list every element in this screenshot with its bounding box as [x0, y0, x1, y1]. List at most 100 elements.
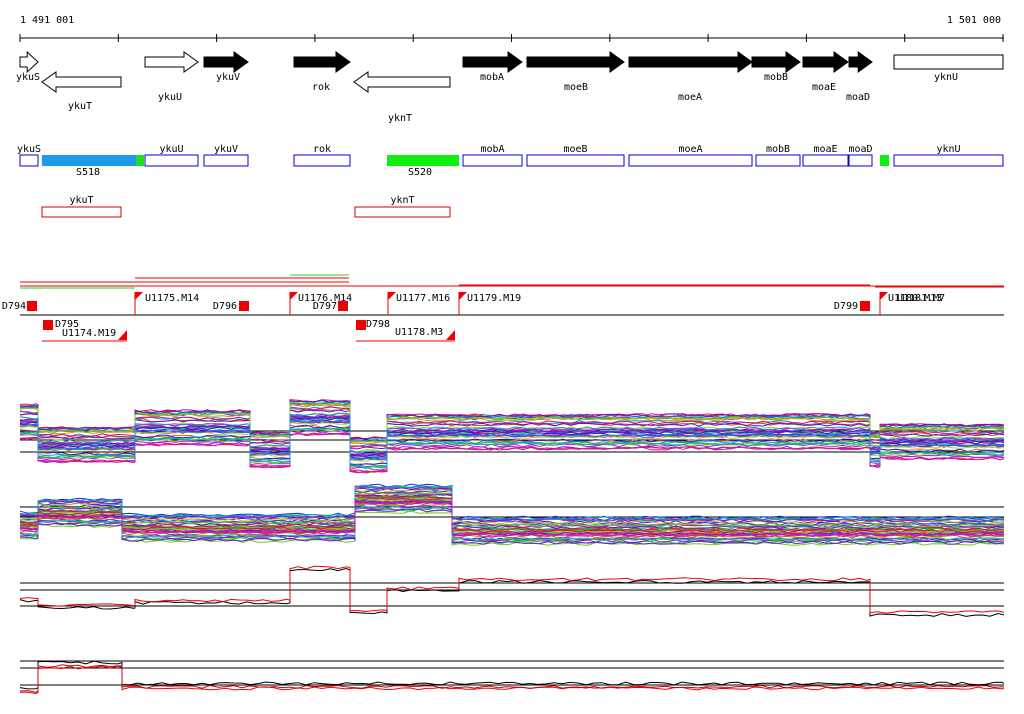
gene-box [848, 154, 873, 167]
expression-line [19, 505, 1005, 542]
gene-box-label: rok [313, 144, 331, 155]
expression-line [19, 432, 1005, 474]
segment [880, 155, 889, 166]
flag [135, 292, 143, 300]
expression-line [19, 413, 1005, 454]
expression-line [19, 424, 1005, 466]
gene-label: mobB [764, 72, 788, 83]
gene-arrow [41, 71, 122, 93]
expression-line [19, 399, 1005, 440]
gene-box-label: moaE [813, 144, 837, 155]
expression-line [19, 492, 1005, 528]
feature-label: D796 [213, 301, 237, 312]
gene-label: ykuU [158, 92, 182, 103]
expression-line [19, 508, 1005, 545]
expression-line [19, 494, 1005, 531]
expression-line [19, 403, 1005, 445]
expression-line [19, 419, 1005, 461]
feature-box [43, 320, 53, 330]
feature-label: U1179.M19 [467, 293, 521, 304]
expression-line [19, 505, 1005, 542]
gene-label: ykuS [16, 72, 40, 83]
gene-label: moaD [846, 92, 870, 103]
gene-box [19, 154, 39, 167]
expression-line [19, 664, 1005, 693]
ruler-start: 1 491 001 [20, 15, 74, 26]
gene-box-label: yknU [936, 144, 960, 155]
gene-box-label: ykuS [17, 144, 41, 155]
gene-box-label: moaD [848, 144, 872, 155]
gene-arrow [893, 54, 1004, 70]
gene-label: yknT [388, 113, 412, 124]
gene-box-label: mobA [480, 144, 504, 155]
gene-label: moeB [564, 82, 588, 93]
expression-line [19, 660, 1005, 690]
antisense-box [41, 206, 122, 218]
feature-label: U1180.M13 [888, 293, 942, 304]
expression-line [19, 484, 1005, 521]
feature-box [356, 320, 366, 330]
expression-line [19, 488, 1005, 525]
expression-line [19, 486, 1005, 523]
antisense-label: ykuT [69, 195, 93, 206]
expression-line [19, 428, 1005, 469]
flag [290, 292, 298, 300]
gene-box [526, 154, 625, 167]
expression-line [19, 491, 1005, 528]
segment [136, 155, 144, 166]
expression-line [19, 486, 1005, 523]
feature-label: U1177.M16 [396, 293, 450, 304]
segment-label: S518 [76, 167, 100, 178]
flag [880, 292, 888, 300]
feature-box [860, 301, 870, 311]
gene-box [802, 154, 849, 167]
feature-box [239, 301, 249, 311]
gene-arrow [19, 50, 39, 74]
expression-line [19, 429, 1005, 471]
gene-box [893, 154, 1004, 167]
antisense-box [354, 206, 451, 218]
feature-box [338, 301, 348, 311]
gene-arrow [751, 51, 801, 73]
gene-box-label: mobB [766, 144, 790, 155]
gene-box [755, 154, 801, 167]
gene-box-label: ykuU [159, 144, 183, 155]
gene-arrow [203, 51, 249, 73]
gene-arrow [802, 51, 849, 73]
gene-box [628, 154, 753, 167]
expression-line [19, 502, 1004, 539]
flag [459, 292, 467, 300]
expression-line [19, 416, 1005, 458]
segment-label: S520 [408, 167, 432, 178]
flag [446, 330, 455, 340]
expression-line [19, 402, 1005, 443]
feature-label: D798 [366, 319, 390, 330]
feature-box [27, 301, 37, 311]
expression-line [19, 412, 1005, 454]
gene-box-label: moeB [563, 144, 587, 155]
gene-label: yknU [934, 72, 958, 83]
gene-box-label: moeA [678, 144, 702, 155]
feature-label: D797 [313, 301, 337, 312]
gene-box-label: ykuV [214, 144, 238, 155]
gene-box [293, 154, 351, 167]
expression-line [19, 507, 1005, 543]
expression-line [19, 508, 1005, 545]
expression-line [19, 409, 1005, 450]
feature-label: D799 [834, 301, 858, 312]
gene-arrow [293, 51, 351, 73]
gene-box [203, 154, 249, 167]
expression-line [19, 665, 1005, 695]
gene-arrow [144, 51, 199, 73]
feature-label: U1181.M7 [897, 293, 945, 304]
expression-line [19, 406, 1005, 448]
gene-box [144, 154, 199, 167]
gene-label: rok [312, 82, 330, 93]
gene-label: moeA [678, 92, 702, 103]
gene-arrow [526, 51, 625, 73]
gene-arrow [462, 51, 523, 73]
feature-label: U1174.M19 [62, 328, 116, 339]
gene-label: mobA [480, 72, 504, 83]
antisense-label: yknT [390, 195, 414, 206]
